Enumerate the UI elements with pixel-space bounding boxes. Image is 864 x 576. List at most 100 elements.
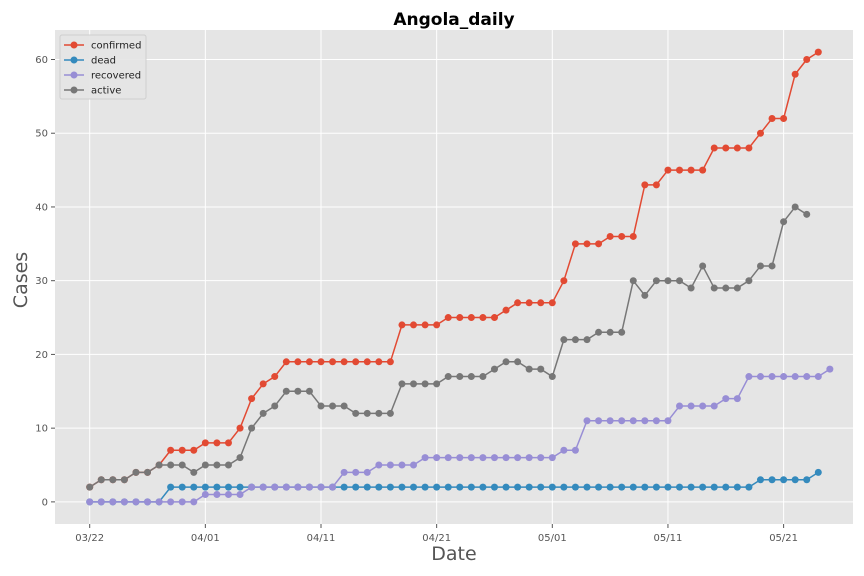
data-point (733, 483, 741, 491)
data-point (248, 483, 256, 491)
data-point (652, 483, 660, 491)
data-point (224, 491, 232, 499)
data-point (271, 402, 279, 410)
data-point (514, 454, 522, 462)
data-point (467, 373, 475, 381)
data-point (676, 402, 684, 410)
data-point (537, 299, 545, 307)
data-point (155, 498, 163, 506)
data-point (676, 483, 684, 491)
data-point (768, 114, 776, 122)
data-point (814, 48, 822, 56)
data-point (490, 483, 498, 491)
data-point (618, 328, 626, 336)
y-axis-ticks: 0 10 20 30 40 50 60 (35, 55, 55, 508)
data-point (641, 483, 649, 491)
data-point (375, 483, 383, 491)
data-point (444, 454, 452, 462)
data-point (583, 483, 591, 491)
data-point (525, 454, 533, 462)
data-point (664, 483, 672, 491)
data-point (699, 402, 707, 410)
data-point (352, 468, 360, 476)
data-point (178, 498, 186, 506)
data-point (213, 461, 221, 469)
data-point (722, 284, 730, 292)
data-point (190, 498, 198, 506)
data-point (814, 468, 822, 476)
data-point (236, 491, 244, 499)
data-point (722, 395, 730, 403)
data-point (410, 483, 418, 491)
data-point (456, 483, 464, 491)
legend-entry-confirmed: confirmed (64, 41, 141, 52)
data-point (583, 240, 591, 248)
data-point (190, 446, 198, 454)
data-point (490, 365, 498, 373)
data-point (733, 395, 741, 403)
data-point (583, 417, 591, 425)
data-point (421, 454, 429, 462)
data-point (502, 358, 510, 366)
data-point (201, 461, 209, 469)
data-point (514, 358, 522, 366)
data-point (456, 454, 464, 462)
data-point (745, 373, 753, 381)
data-point (502, 306, 510, 314)
data-point (768, 373, 776, 381)
data-point (780, 218, 788, 226)
data-point (144, 468, 152, 476)
data-point (433, 483, 441, 491)
y-tick-label: 60 (35, 55, 48, 66)
data-point (548, 454, 556, 462)
data-point (606, 232, 614, 240)
legend: confirmed dead recovered active (59, 34, 147, 100)
data-point (791, 373, 799, 381)
x-tick-label: 03/22 (75, 533, 104, 544)
data-point (317, 402, 325, 410)
data-point (421, 380, 429, 388)
data-point (710, 483, 718, 491)
data-point (444, 314, 452, 322)
data-point (699, 166, 707, 174)
data-point (560, 336, 568, 344)
data-point (271, 483, 279, 491)
series-layer (86, 48, 834, 506)
data-point (190, 468, 198, 476)
y-tick-label: 10 (35, 424, 48, 435)
data-point (780, 373, 788, 381)
data-point (201, 491, 209, 499)
data-point (236, 454, 244, 462)
y-tick-label: 0 (42, 497, 48, 508)
data-point (791, 476, 799, 484)
data-point (433, 321, 441, 329)
data-point (201, 483, 209, 491)
data-point (756, 476, 764, 484)
data-point (629, 232, 637, 240)
data-point (294, 387, 302, 395)
x-tick-label: 05/21 (769, 533, 798, 544)
data-point (109, 498, 117, 506)
y-axis-label: Cases (10, 252, 32, 308)
data-point (571, 240, 579, 248)
data-point (97, 476, 105, 484)
data-point (317, 483, 325, 491)
data-point (595, 328, 603, 336)
legend-swatch-marker (70, 71, 78, 79)
data-point (571, 446, 579, 454)
data-point (282, 358, 290, 366)
data-point (294, 483, 302, 491)
x-tick-label: 05/11 (654, 533, 683, 544)
data-point (479, 314, 487, 322)
data-point (259, 483, 267, 491)
data-point (329, 402, 337, 410)
data-point (676, 277, 684, 285)
series-recovered (86, 365, 834, 506)
data-point (745, 483, 753, 491)
data-point (756, 129, 764, 137)
data-point (687, 402, 695, 410)
data-point (398, 321, 406, 329)
data-point (109, 476, 117, 484)
data-point (201, 439, 209, 447)
data-point (167, 461, 175, 469)
